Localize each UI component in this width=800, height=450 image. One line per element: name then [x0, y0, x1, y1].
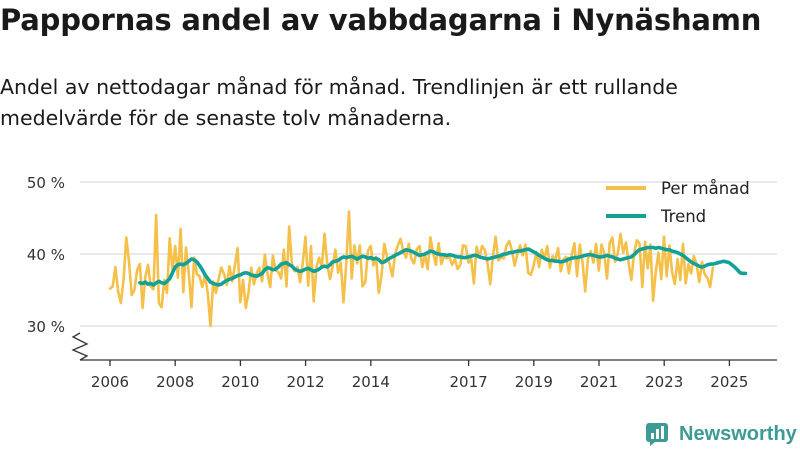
y-tick-label: 30 % — [27, 318, 65, 336]
x-tick-label: 2008 — [156, 373, 194, 391]
series-per-manad — [108, 210, 715, 328]
brand-name: Newsworthy — [679, 422, 797, 445]
axis-break-icon — [71, 332, 89, 361]
x-tick-label: 2017 — [450, 373, 488, 391]
x-tick-label: 2025 — [710, 373, 748, 391]
brand[interactable]: Newsworthy — [645, 421, 797, 447]
chart-subtitle: Andel av nettodagar månad för månad. Tre… — [0, 75, 678, 130]
x-tick-label: 2023 — [645, 373, 683, 391]
x-tick-label: 2012 — [287, 373, 325, 391]
x-tick-label: 2014 — [352, 373, 390, 391]
chart-legend: Per månad Trend — [606, 179, 750, 226]
x-tick-label: 2006 — [91, 373, 129, 391]
series-trend — [138, 245, 748, 287]
x-tick-label: 2019 — [515, 373, 553, 391]
legend-label: Trend — [660, 207, 706, 226]
newsworthy-logo-icon — [646, 423, 668, 446]
y-tick-label: 50 % — [27, 174, 65, 192]
y-tick-label: 40 % — [27, 246, 65, 264]
x-tick-label: 2010 — [221, 373, 259, 391]
legend-label: Per månad — [661, 179, 750, 198]
chart-title: Pappornas andel av vabbdagarna i Nynäsha… — [0, 3, 762, 37]
x-tick-label: 2021 — [580, 373, 618, 391]
